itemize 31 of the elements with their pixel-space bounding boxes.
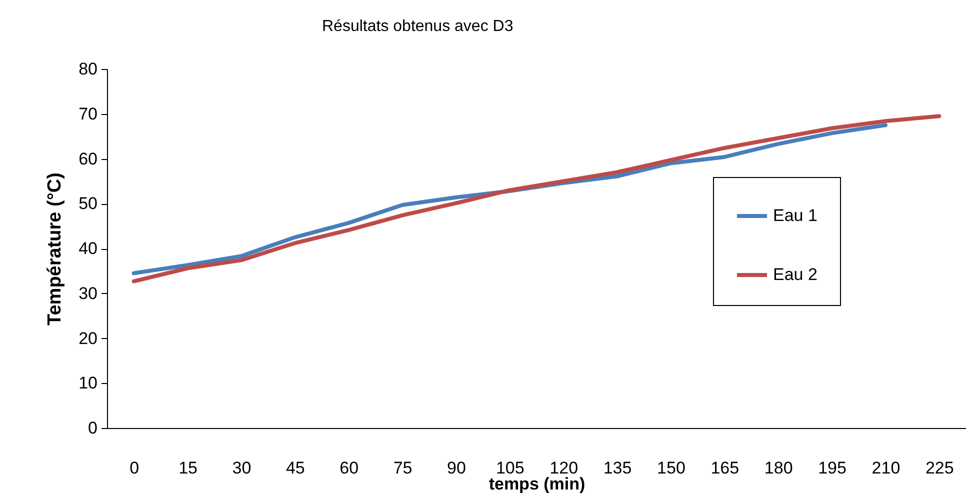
- x-tick-label: 210: [872, 458, 900, 478]
- y-tick-label: 60: [78, 149, 98, 168]
- y-tick-label: 80: [78, 60, 98, 78]
- x-tick-label: 15: [178, 458, 198, 478]
- y-tick-label: 40: [78, 239, 98, 258]
- x-tick-label: 225: [925, 458, 954, 478]
- x-tick-label: 105: [496, 458, 524, 478]
- line-series: [132, 114, 942, 284]
- x-tick-label: 0: [130, 458, 140, 478]
- y-tick-label: 30: [78, 284, 98, 303]
- y-tick-label: 20: [78, 328, 98, 348]
- x-tick-label: 165: [710, 458, 740, 478]
- x-tick-label: 75: [393, 458, 412, 478]
- x-tick-label: 120: [550, 458, 578, 478]
- y-axis-title: Température (°C): [44, 172, 66, 326]
- x-tick-label: 180: [764, 458, 793, 478]
- y-tick-label: 0: [88, 418, 98, 438]
- x-tick-label: 135: [603, 458, 632, 478]
- legend-label: Eau 2: [773, 265, 818, 284]
- x-tick-label: 90: [447, 458, 466, 478]
- x-axis-title: temps (min): [488, 474, 586, 494]
- x-tick-label: 30: [232, 458, 252, 478]
- x-tick-label: 150: [657, 458, 686, 478]
- x-tick-label: 195: [818, 458, 846, 478]
- x-tick-label: 60: [340, 458, 359, 478]
- legend-label: Eau 1: [773, 206, 818, 225]
- chart-title: Résultats obtenus avec D3: [322, 18, 514, 35]
- y-tick-label: 10: [78, 374, 98, 393]
- y-tick-label: 50: [78, 194, 98, 214]
- x-tick-label: 45: [286, 458, 305, 478]
- y-tick-label: 70: [78, 104, 98, 124]
